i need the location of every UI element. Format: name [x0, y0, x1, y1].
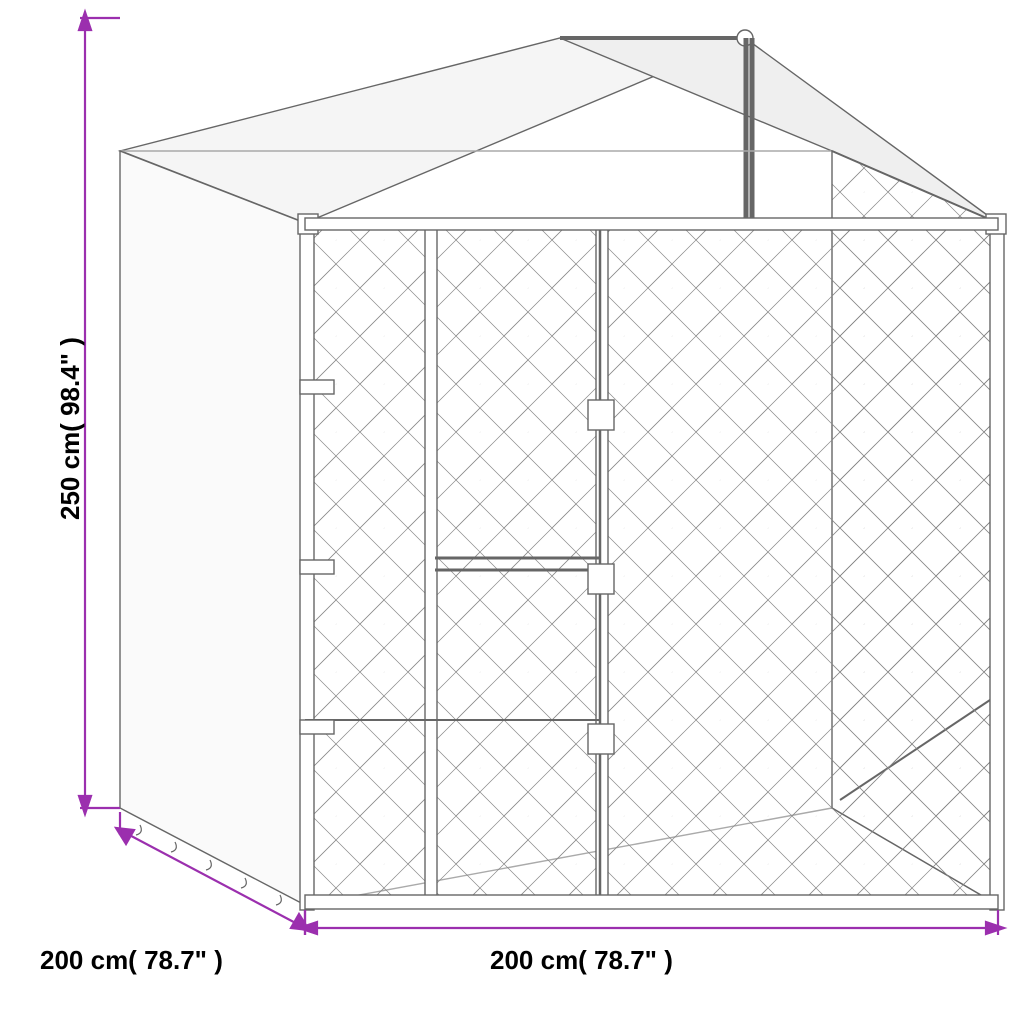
- dimension-diagram: { "dimensions": { "height": { "cm": "250…: [0, 0, 1024, 1024]
- height-label: 250 cm( 98.4" ): [55, 337, 86, 520]
- diagram-svg: [0, 0, 1024, 1024]
- left-wall: [120, 151, 305, 905]
- depth-label: 200 cm( 78.7" ): [40, 945, 223, 976]
- front-wall: [298, 214, 1006, 910]
- width-label: 200 cm( 78.7" ): [490, 945, 673, 976]
